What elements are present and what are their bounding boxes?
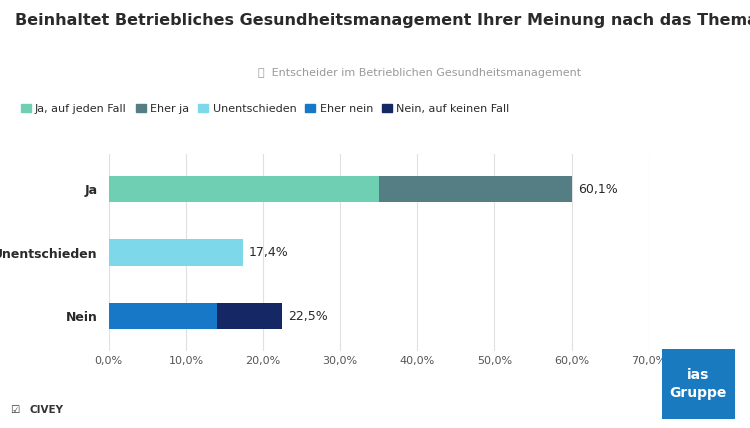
Text: CIVEY: CIVEY	[30, 405, 64, 415]
Text: 60,1%: 60,1%	[578, 182, 618, 196]
Bar	[217, 303, 282, 330]
Text: 17,4%: 17,4%	[249, 246, 289, 259]
Legend: Ja, auf jeden Fall, Eher ja, Unentschieden, Eher nein, Nein, auf keinen Fall: Ja, auf jeden Fall, Eher ja, Unentschied…	[20, 104, 509, 114]
Bar	[379, 175, 572, 202]
Bar	[109, 303, 217, 330]
Bar	[109, 239, 243, 266]
Text: ⭘  Entscheider im Betrieblichen Gesundheitsmanagement: ⭘ Entscheider im Betrieblichen Gesundhei…	[259, 68, 581, 78]
Text: Beinhaltet Betriebliches Gesundheitsmanagement Ihrer Meinung nach das Thema "Men: Beinhaltet Betriebliches Gesundheitsmana…	[15, 13, 750, 28]
Text: ☑: ☑	[10, 405, 19, 415]
Text: ias
Gruppe: ias Gruppe	[670, 368, 727, 400]
Text: 22,5%: 22,5%	[289, 309, 328, 323]
Bar	[109, 175, 379, 202]
